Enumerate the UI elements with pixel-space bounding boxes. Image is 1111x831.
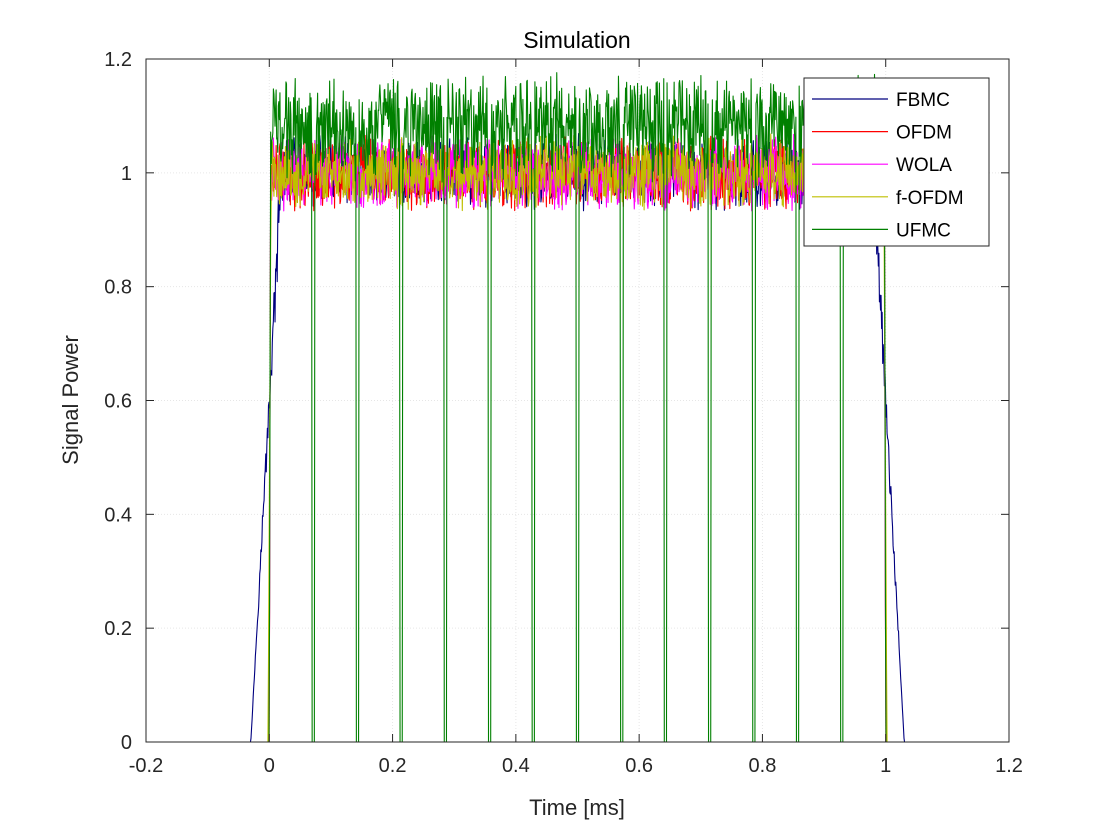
legend-entry: f-OFDM (812, 188, 964, 209)
y-tick-label: 1 (121, 163, 132, 185)
y-axis-label: Signal Power (58, 335, 83, 465)
x-tick-label: 1 (880, 755, 891, 777)
legend-label: WOLA (896, 155, 952, 176)
y-tick-label: 0.2 (104, 618, 132, 640)
x-tick-label: 1.2 (995, 755, 1023, 777)
y-tick-label: 0.6 (104, 391, 132, 413)
y-tick-label: 0.4 (104, 504, 132, 526)
legend-label: f-OFDM (896, 188, 964, 209)
x-tick-label: 0.8 (749, 755, 777, 777)
legend-entry: WOLA (812, 155, 952, 176)
legend-entry: FBMC (812, 90, 950, 111)
y-tick-labels: 0 0.2 0.4 0.6 0.8 1 1.2 (104, 49, 132, 754)
x-tick-label: 0 (264, 755, 275, 777)
x-tick-label: 0.6 (625, 755, 653, 777)
legend-box (803, 77, 990, 247)
legend-label: UFMC (896, 220, 951, 241)
legend-entry: UFMC (812, 220, 951, 241)
legend-entry: OFDM (812, 123, 952, 144)
legend-label: OFDM (896, 123, 952, 144)
y-tick-label: 0 (121, 732, 132, 754)
y-tick-label: 0.8 (104, 277, 132, 299)
legend-label: FBMC (896, 90, 950, 111)
chart-title: Simulation (523, 27, 630, 53)
x-tick-label: 0.2 (379, 755, 407, 777)
x-tick-label: 0.4 (502, 755, 530, 777)
y-tick-label: 1.2 (104, 49, 132, 71)
axis-ticks (145, 58, 1010, 743)
x-tick-labels: -0.2 0 0.2 0.4 0.6 0.8 1 1.2 (129, 755, 1023, 777)
legend: FBMC OFDM WOLA f-OFDM UFMC (803, 77, 990, 247)
x-tick-label: -0.2 (129, 755, 163, 777)
x-axis-label: Time [ms] (529, 795, 625, 820)
